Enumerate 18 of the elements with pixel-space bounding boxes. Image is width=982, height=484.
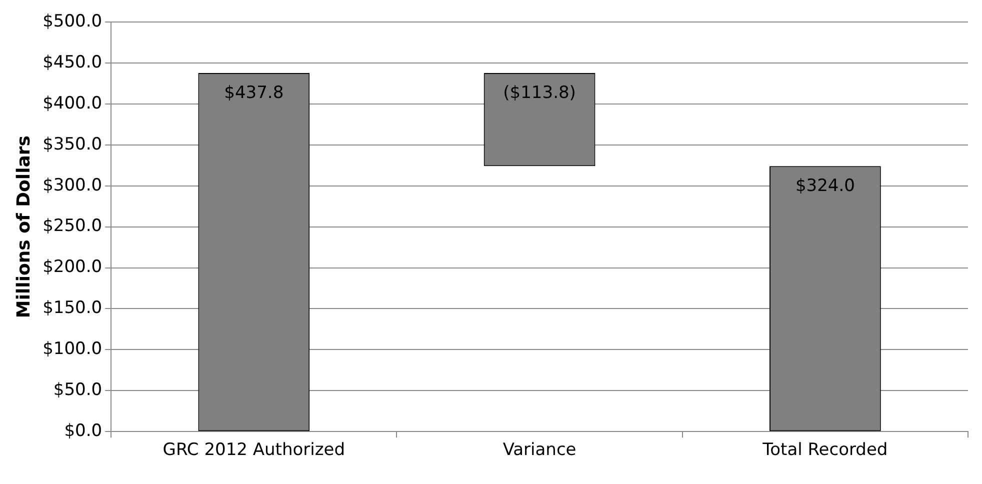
y-tick-label: $400.0 xyxy=(42,93,102,114)
y-tick-label: $300.0 xyxy=(42,175,102,196)
y-tick-label: $450.0 xyxy=(42,52,102,72)
data-label: $324.0 xyxy=(795,176,855,196)
y-tick-label: $50.0 xyxy=(53,380,102,400)
y-tick-label: $500.0 xyxy=(42,11,102,32)
y-tick-label: $200.0 xyxy=(42,257,102,278)
x-tick-label: Variance xyxy=(502,440,576,460)
y-tick-label: $100.0 xyxy=(42,339,102,360)
y-axis-title: Millions of Dollars xyxy=(13,135,34,318)
y-tick-label: $150.0 xyxy=(42,298,102,318)
x-tick-label: Total Recorded xyxy=(762,440,888,460)
y-tick-label: $250.0 xyxy=(42,216,102,236)
data-label: $437.8 xyxy=(224,82,284,103)
y-tick-label: $350.0 xyxy=(42,134,102,154)
data-label: ($113.8) xyxy=(503,82,576,103)
y-tick-label: $0.0 xyxy=(64,421,102,442)
x-tick-label: GRC 2012 Authorized xyxy=(162,440,346,460)
